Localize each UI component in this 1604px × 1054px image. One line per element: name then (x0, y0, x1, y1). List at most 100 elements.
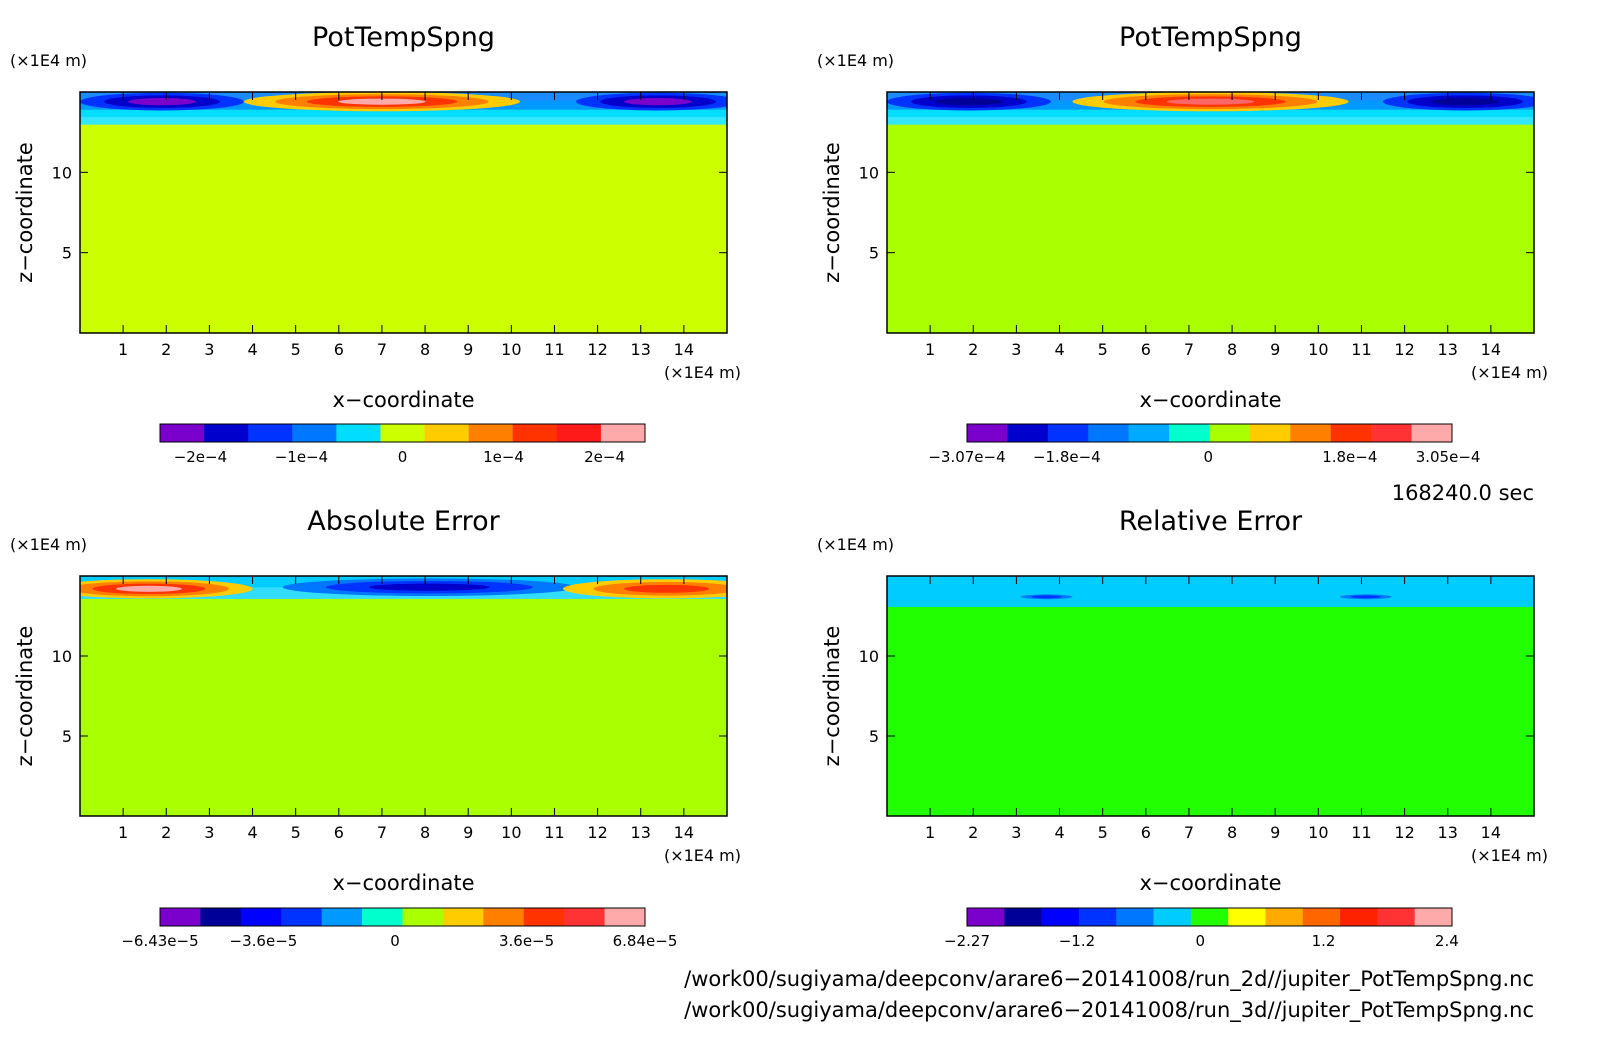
colorbar-tick-label: 0 (390, 932, 400, 950)
contour-blob-level (1031, 595, 1062, 599)
field-layer-band (887, 576, 1534, 592)
colorbar-tick-label: 6.84e−5 (613, 932, 678, 950)
colorbar-frame (159, 907, 646, 927)
colorbar-tick-label: 2e−4 (584, 448, 625, 466)
x-tick-label: 4 (1054, 823, 1064, 842)
x-axis-unit: (×1E4 m) (664, 363, 741, 382)
colorbar-swatch (1290, 424, 1332, 442)
x-tick-label: 8 (1227, 340, 1237, 359)
field-background (80, 576, 727, 816)
x-tick-label: 5 (1098, 823, 1108, 842)
x-tick-label: 1 (118, 340, 128, 359)
field-layer-band (887, 591, 1534, 607)
x-tick-label: 12 (1394, 340, 1414, 359)
colorbar-swatch (523, 908, 565, 926)
field-background (887, 576, 1534, 816)
colorbar-tick-label: 1.2 (1312, 932, 1336, 950)
y-axis-label: z−coordinate (13, 142, 37, 283)
colorbar-swatch (248, 424, 293, 442)
colorbar-swatch (1169, 424, 1210, 442)
contour-blob-level (623, 584, 710, 593)
colorbar-swatch (468, 424, 514, 442)
colorbar-swatch (604, 908, 646, 926)
colorbar-swatch (292, 424, 337, 442)
colorbar-swatch (160, 908, 201, 926)
colorbar-swatch (556, 424, 602, 442)
colorbar-tick-label: −1e−4 (275, 448, 328, 466)
colorbar-tick-label: −6.43e−5 (121, 932, 198, 950)
chart-title: Absolute Error (307, 506, 500, 537)
x-tick-label: 9 (463, 823, 473, 842)
contour-blob-level (1431, 98, 1499, 106)
x-tick-label: 5 (291, 823, 301, 842)
y-tick-label: 10 (859, 647, 879, 666)
y-axis-unit: (×1E4 m) (817, 535, 894, 554)
colorbar-frame (966, 907, 1453, 927)
x-tick-label: 2 (161, 823, 171, 842)
colorbar-swatch (362, 908, 403, 926)
colorbar-swatch (1228, 908, 1266, 926)
colorbar: −2.27 −1.2 0 1.2 2.4 (944, 907, 1459, 950)
x-tick-label: 1 (118, 823, 128, 842)
x-axis-label: x−coordinate (1139, 871, 1281, 895)
x-tick-label: 7 (377, 340, 387, 359)
colorbar-swatch (483, 908, 525, 926)
x-tick-label: 6 (1141, 340, 1151, 359)
colorbar-swatch (1414, 908, 1453, 926)
y-tick-label: 10 (52, 163, 72, 182)
colorbar-swatch (1411, 424, 1453, 442)
colorbar-tick-label: 0 (1195, 932, 1205, 950)
contour-blob-level (116, 585, 182, 592)
y-axis-unit: (×1E4 m) (10, 51, 87, 70)
colorbar-swatch (442, 908, 484, 926)
x-tick-label: 12 (1394, 823, 1414, 842)
x-tick-label: 3 (204, 340, 214, 359)
colorbar-swatch (1209, 424, 1251, 442)
colorbar-swatch (1047, 424, 1089, 442)
colorbar-swatch (1330, 424, 1372, 442)
x-tick-label: 3 (1011, 823, 1021, 842)
x-tick-label: 4 (1054, 340, 1064, 359)
colorbar-swatch (1302, 908, 1341, 926)
footer-path-2: /work00/sugiyama/deepconv/arare6−2014100… (684, 998, 1534, 1023)
colorbar-swatch (600, 424, 646, 442)
x-tick-label: 1 (925, 823, 935, 842)
contour-blob-level (128, 98, 196, 106)
contour-blob-level (1350, 595, 1381, 599)
colorbar-swatch (1190, 908, 1229, 926)
contour-blob-level (624, 98, 692, 106)
y-axis-label: z−coordinate (820, 142, 844, 283)
colorbar-swatch (967, 424, 1008, 442)
x-tick-label: 14 (1481, 823, 1501, 842)
colorbar-swatch (160, 424, 205, 442)
colorbar-swatch (1007, 424, 1049, 442)
x-tick-label: 3 (1011, 340, 1021, 359)
colorbar-tick-label: 3.6e−5 (499, 932, 554, 950)
colorbar-tick-label: 2.4 (1435, 932, 1459, 950)
x-tick-label: 1 (925, 340, 935, 359)
colorbar-swatch (967, 908, 1005, 926)
x-tick-label: 8 (1227, 823, 1237, 842)
colorbar-swatch (336, 424, 381, 442)
x-tick-label: 5 (1098, 340, 1108, 359)
colorbar-tick-label: −1.2 (1059, 932, 1095, 950)
colorbar-tick-label: 0 (398, 448, 408, 466)
plot-frame (886, 575, 1535, 817)
x-tick-label: 13 (1438, 823, 1458, 842)
x-tick-label: 11 (1351, 340, 1371, 359)
y-axis-label: z−coordinate (820, 626, 844, 767)
colorbar-tick-label: −2e−4 (174, 448, 227, 466)
field-background (887, 92, 1534, 333)
x-tick-label: 13 (1438, 340, 1458, 359)
x-tick-label: 8 (420, 340, 430, 359)
colorbar-swatch (281, 908, 322, 926)
colorbar-swatch (1371, 424, 1412, 442)
x-tick-label: 6 (1141, 823, 1151, 842)
colorbar-tick-label: −1.8e−4 (1033, 448, 1101, 466)
x-tick-label: 12 (587, 340, 607, 359)
x-tick-label: 12 (587, 823, 607, 842)
